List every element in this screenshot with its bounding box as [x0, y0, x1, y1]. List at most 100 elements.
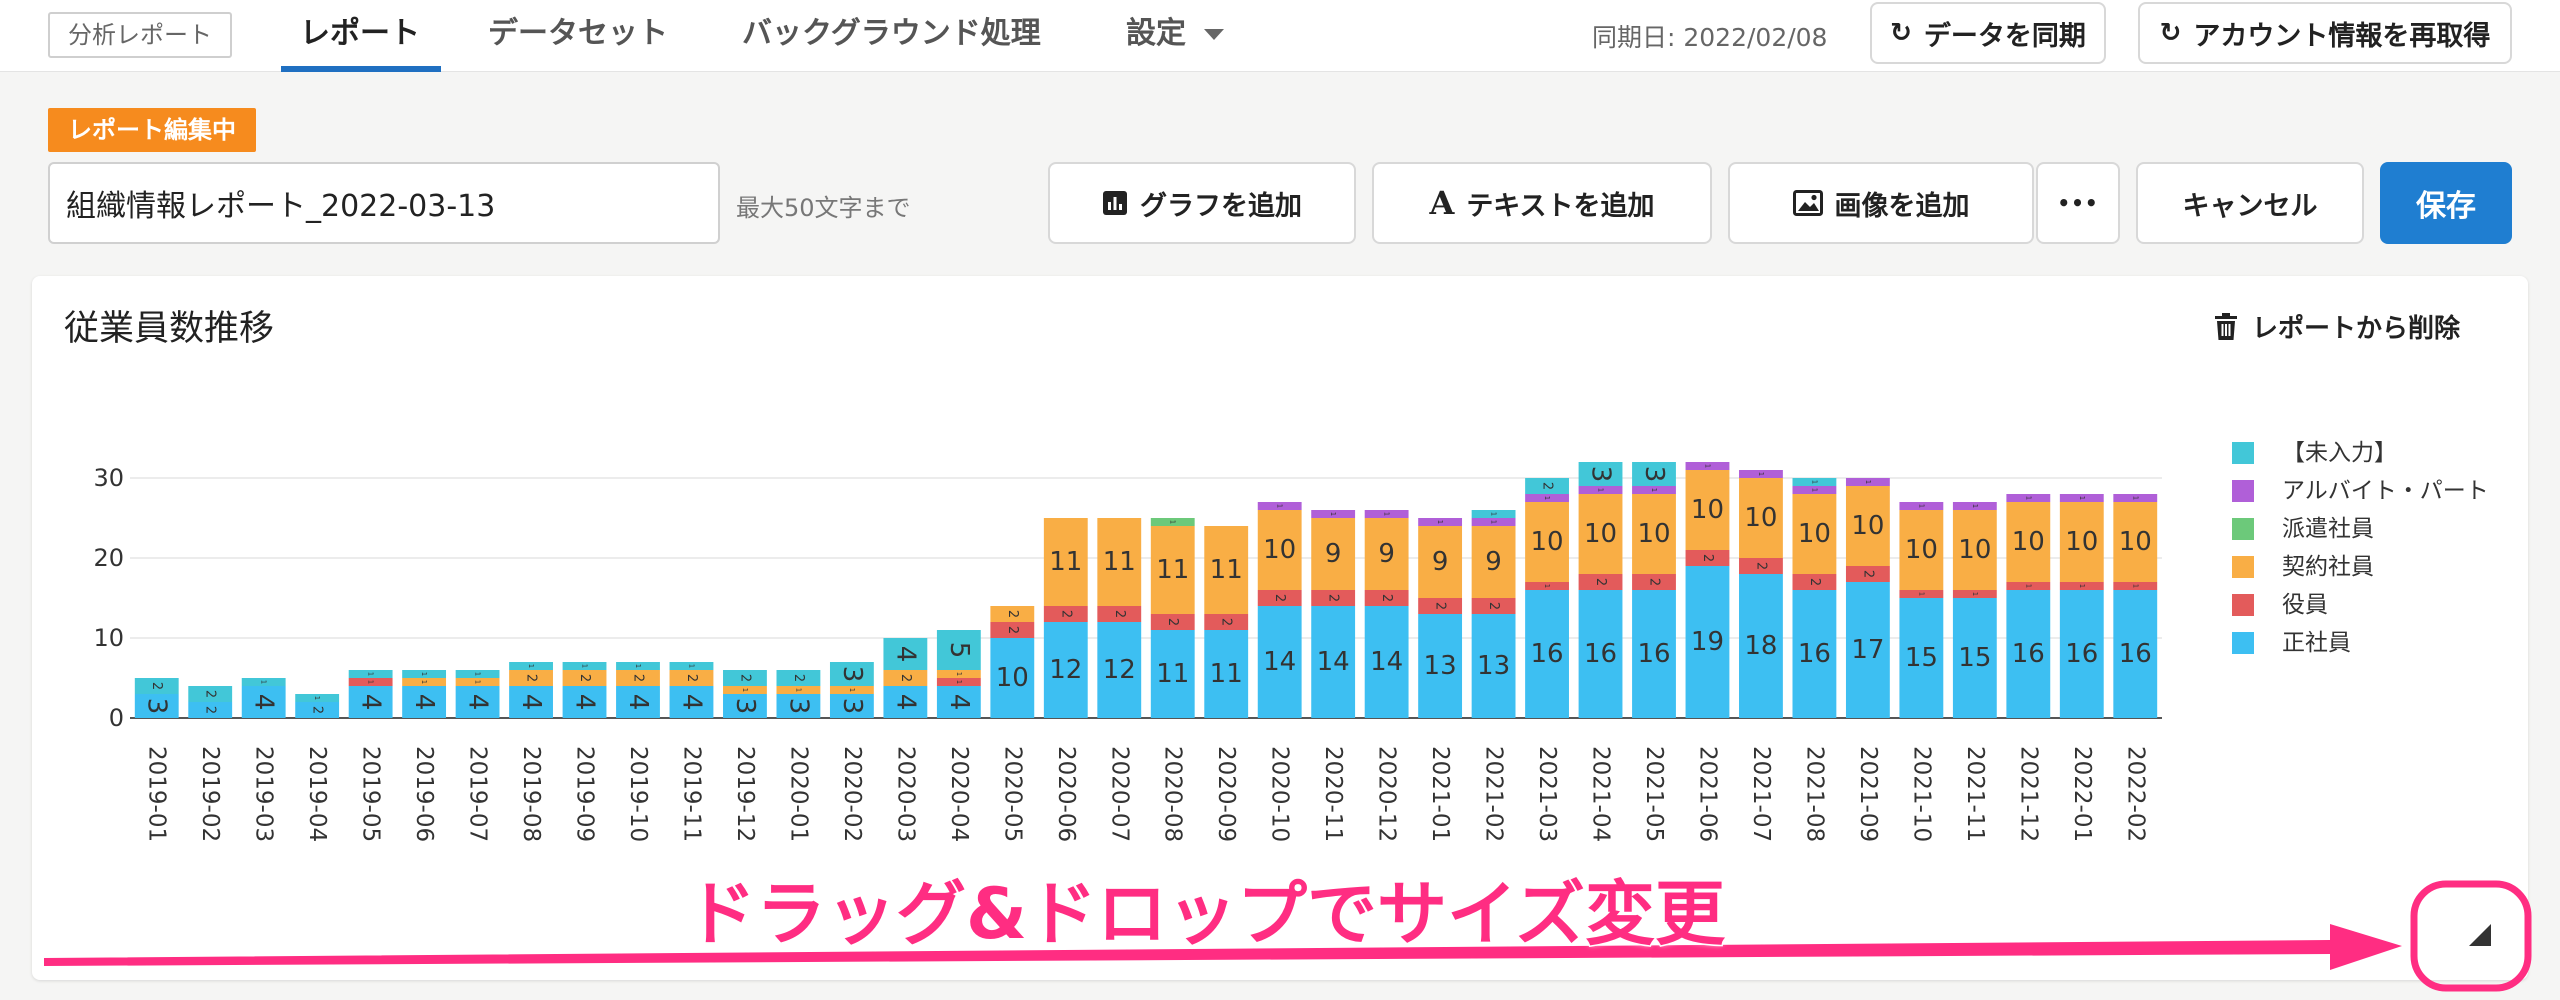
- bar-value-label: 1: [313, 696, 321, 700]
- bar-segment: [1364, 510, 1409, 518]
- bar-value-label: 1: [2024, 584, 2032, 588]
- legend-swatch: [2232, 594, 2254, 616]
- bar-segment: [1418, 526, 1463, 598]
- bar-value-label: 1: [687, 664, 695, 668]
- tab-background-jobs[interactable]: バックグラウンド処理: [742, 16, 1041, 51]
- image-icon: [1792, 190, 1823, 216]
- remove-from-report-button[interactable]: レポートから削除: [2214, 308, 2460, 345]
- legend-swatch: [2232, 480, 2254, 502]
- bar-value-label: 1: [1329, 512, 1337, 516]
- x-tick-label: 2020-03: [892, 746, 918, 842]
- bar-value-label: 3: [142, 698, 172, 715]
- y-tick-label: 0: [109, 704, 124, 732]
- bar-value-label: 1: [420, 672, 428, 676]
- bar-segment: [1043, 518, 1088, 606]
- bar-value-label: 1: [1490, 520, 1498, 524]
- x-tick-label: 2021-11: [1962, 746, 1988, 842]
- bar-segment: [1311, 606, 1356, 718]
- bar-segment: [2059, 502, 2104, 582]
- bar-segment: [1845, 486, 1890, 566]
- bar-segment: [188, 702, 233, 718]
- bar-segment: [1899, 590, 1944, 598]
- app-brand[interactable]: 分析レポート: [48, 12, 232, 58]
- bar-value-label: 2: [1165, 618, 1180, 626]
- add-text-label: テキストを追加: [1466, 190, 1655, 222]
- bar-value-label: 11: [1103, 547, 1136, 577]
- bar-segment: [1525, 582, 1569, 590]
- x-tick-label: 2020-01: [785, 746, 811, 842]
- bar-segment: [509, 670, 553, 686]
- cancel-button[interactable]: キャンセル: [2136, 162, 2364, 244]
- bar-segment: [1471, 510, 1516, 518]
- bar-value-label: 11: [1210, 555, 1243, 585]
- bar-segment: [402, 686, 447, 718]
- sync-data-button[interactable]: ↻ データを同期: [1870, 2, 2106, 64]
- bar-value-label: 1: [1383, 512, 1391, 516]
- bar-segment: [1685, 462, 1730, 470]
- legend-label: アルバイト・パート: [2282, 478, 2489, 504]
- bar-segment: [455, 686, 500, 718]
- bar-value-label: 15: [1958, 643, 1991, 673]
- bar-value-label: 16: [1531, 639, 1564, 669]
- bar-value-label: 10: [2065, 527, 2098, 557]
- bar-segment: [348, 686, 393, 718]
- x-tick-label: 2020-06: [1053, 746, 1079, 842]
- bar-value-label: 1: [1810, 488, 1818, 492]
- bar-value-label: 1: [1597, 488, 1605, 492]
- bar-value-label: 1: [260, 680, 268, 684]
- bar-value-label: 2: [1005, 610, 1020, 618]
- x-tick-label: 2021-04: [1588, 746, 1614, 842]
- bar-segment: [1952, 590, 1997, 598]
- bar-value-label: 2: [149, 682, 164, 690]
- bar-segment: [1257, 590, 1302, 606]
- bar-segment: [241, 678, 286, 686]
- add-text-button[interactable]: A テキストを追加: [1372, 162, 1712, 244]
- x-tick-label: 2019-12: [732, 746, 758, 842]
- bar-segment: [1899, 598, 1944, 718]
- bar-value-label: 3: [1586, 466, 1616, 483]
- bar-value-label: 1: [955, 680, 963, 684]
- bar-value-label: 12: [1103, 655, 1136, 685]
- legend-label: 派遣社員: [2282, 516, 2374, 542]
- bar-value-label: 4: [570, 694, 600, 711]
- add-graph-button[interactable]: グラフを追加: [1048, 162, 1356, 244]
- x-tick-label: 2021-12: [2015, 746, 2041, 842]
- bar-value-label: 1: [741, 688, 749, 692]
- bar-value-label: 2: [1326, 594, 1341, 602]
- add-image-label: 画像を追加: [1834, 190, 1970, 222]
- more-icon: •••: [2057, 191, 2099, 215]
- bar-value-label: 14: [1263, 647, 1296, 677]
- bar-value-label: 1: [1169, 520, 1177, 524]
- bar-value-label: 10: [1263, 535, 1296, 565]
- legend-label: 契約社員: [2282, 554, 2374, 580]
- bar-value-label: 18: [1744, 631, 1777, 661]
- bar-segment: [883, 686, 928, 718]
- bar-value-label: 12: [1049, 655, 1082, 685]
- y-tick-label: 30: [93, 464, 124, 492]
- bar-segment: [1418, 598, 1463, 614]
- tab-dataset[interactable]: データセット: [488, 16, 668, 51]
- save-button[interactable]: 保存: [2380, 162, 2512, 244]
- bar-segment: [1257, 502, 1302, 510]
- x-tick-label: 2020-09: [1213, 746, 1239, 842]
- bar-segment: [1952, 598, 1997, 718]
- more-options-button[interactable]: •••: [2036, 162, 2120, 244]
- bar-value-label: 4: [890, 694, 920, 711]
- bar-segment: [1899, 502, 1944, 510]
- bar-value-label: 2: [310, 706, 325, 714]
- bar-segment: [1632, 462, 1676, 486]
- report-name-input[interactable]: [48, 162, 720, 244]
- resize-handle-icon[interactable]: [2469, 924, 2491, 946]
- add-image-button[interactable]: 画像を追加: [1728, 162, 2034, 244]
- legend-swatch: [2232, 518, 2254, 540]
- tab-report[interactable]: レポート: [300, 16, 420, 51]
- bar-value-label: 3: [783, 698, 813, 715]
- bar-segment: [1150, 518, 1195, 526]
- top-nav: 分析レポート レポート データセット バックグラウンド処理 設定 同期日: 20…: [0, 0, 2560, 72]
- bar-value-label: 1: [2131, 584, 2139, 588]
- tab-settings[interactable]: 設定: [1126, 14, 1224, 58]
- refetch-account-button[interactable]: ↻ アカウント情報を再取得: [2138, 2, 2512, 64]
- x-tick-label: 2021-08: [1801, 746, 1827, 842]
- bar-value-label: 2: [1860, 570, 1875, 578]
